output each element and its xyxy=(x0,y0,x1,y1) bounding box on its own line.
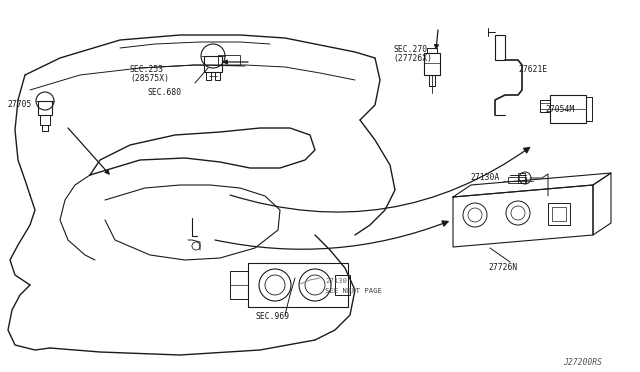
Bar xyxy=(552,207,566,221)
Text: (28575X): (28575X) xyxy=(130,74,169,83)
Text: SEC.969: SEC.969 xyxy=(256,312,290,321)
Text: 27705: 27705 xyxy=(7,100,31,109)
Text: 27726N: 27726N xyxy=(488,263,517,272)
Bar xyxy=(204,56,222,72)
Text: 27130A: 27130A xyxy=(470,173,499,182)
Text: SEE NEXT PAGE: SEE NEXT PAGE xyxy=(325,288,382,294)
Bar xyxy=(540,100,550,112)
Text: SEC.270: SEC.270 xyxy=(393,45,427,54)
Bar xyxy=(495,35,505,60)
FancyArrowPatch shape xyxy=(215,221,448,249)
Bar xyxy=(40,115,50,125)
Text: 27621E: 27621E xyxy=(518,65,547,74)
Bar xyxy=(518,173,525,183)
Bar xyxy=(548,203,570,225)
Bar xyxy=(508,177,526,183)
Bar xyxy=(206,72,211,80)
Bar xyxy=(38,101,52,115)
Text: SEC.253: SEC.253 xyxy=(130,65,164,74)
Text: SEC.680: SEC.680 xyxy=(148,88,182,97)
Bar xyxy=(215,72,220,80)
Bar xyxy=(230,271,248,299)
Bar xyxy=(248,263,348,307)
Bar xyxy=(424,53,440,75)
Text: J27200RS: J27200RS xyxy=(563,358,602,367)
Text: 27054M: 27054M xyxy=(545,105,574,114)
Text: 27130: 27130 xyxy=(325,278,347,284)
Bar xyxy=(550,95,586,123)
Text: (27726X): (27726X) xyxy=(393,54,432,63)
Bar xyxy=(218,55,240,65)
Bar xyxy=(335,275,350,295)
Bar xyxy=(427,48,437,53)
FancyArrowPatch shape xyxy=(230,147,530,212)
